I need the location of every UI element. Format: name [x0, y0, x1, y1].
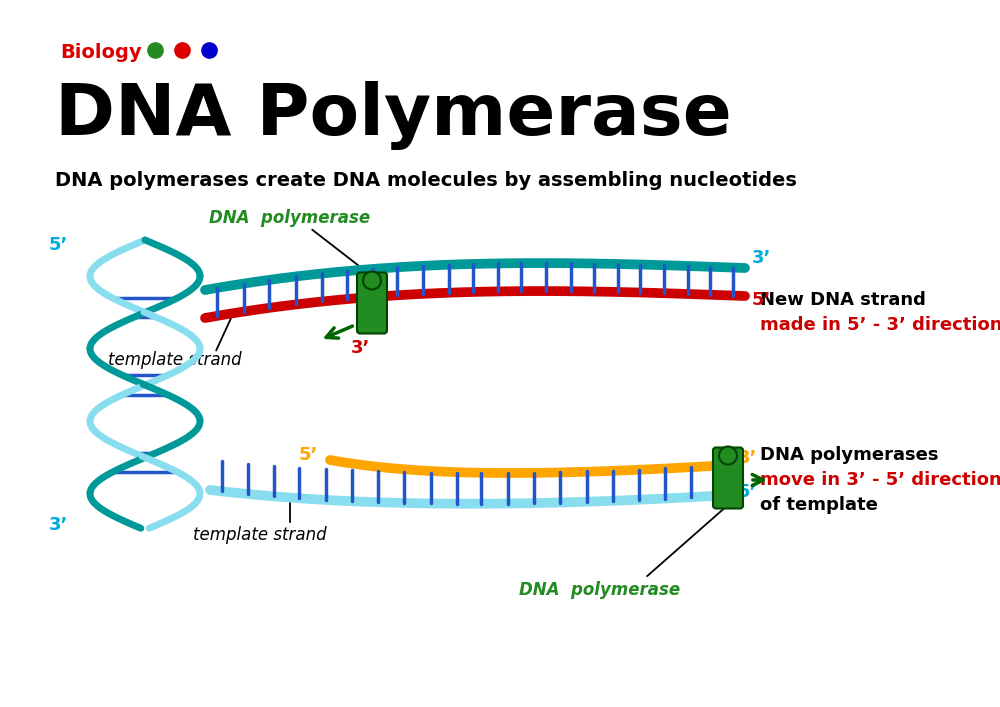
Text: 5’: 5’ [752, 291, 771, 309]
Text: made in 5’ - 3’ direction: made in 5’ - 3’ direction [760, 316, 1000, 334]
Text: 3’: 3’ [48, 516, 68, 534]
FancyBboxPatch shape [357, 272, 387, 334]
Text: 5’: 5’ [738, 483, 757, 501]
Circle shape [719, 447, 737, 464]
Circle shape [363, 271, 381, 289]
Text: move in 3’ - 5’ direction: move in 3’ - 5’ direction [760, 471, 1000, 489]
Text: DNA  polymerase: DNA polymerase [209, 209, 371, 227]
Text: DNA polymerases: DNA polymerases [760, 446, 938, 464]
Text: DNA Polymerase: DNA Polymerase [55, 81, 732, 149]
Text: DNA polymerases create DNA molecules by assembling nucleotides: DNA polymerases create DNA molecules by … [55, 170, 797, 189]
Text: Biology: Biology [60, 42, 142, 62]
Text: DNA  polymerase: DNA polymerase [519, 581, 681, 599]
FancyBboxPatch shape [713, 448, 743, 508]
Text: New DNA strand: New DNA strand [760, 291, 926, 309]
Text: 3’: 3’ [738, 449, 757, 467]
Text: 3’: 3’ [752, 249, 771, 267]
Text: 5’: 5’ [48, 236, 68, 254]
Text: of template: of template [760, 496, 878, 514]
Text: template strand: template strand [108, 351, 242, 369]
Text: 5’: 5’ [299, 446, 318, 464]
Text: 3’: 3’ [350, 339, 370, 357]
Text: template strand: template strand [193, 526, 327, 544]
